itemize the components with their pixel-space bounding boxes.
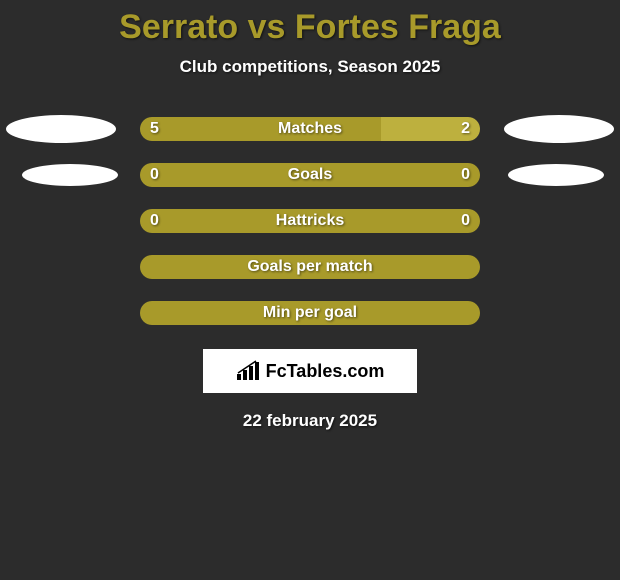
stat-bar: 0 Hattricks 0: [140, 209, 480, 233]
stat-value-right: 2: [461, 120, 470, 138]
bar-left-segment: [140, 117, 381, 141]
chart-bars-icon: [236, 360, 262, 382]
stat-value-left: 0: [150, 166, 159, 184]
player-left-oval: [6, 115, 116, 143]
date-label: 22 february 2025: [243, 411, 377, 431]
stat-row-goals: 0 Goals 0: [0, 163, 620, 187]
comparison-chart: Serrato vs Fortes Fraga Club competition…: [0, 0, 620, 580]
stat-bar: Goals per match: [140, 255, 480, 279]
stat-label: Hattricks: [276, 212, 344, 230]
stat-rows: 5 Matches 2 0 Goals 0 0 Hattricks: [0, 117, 620, 325]
stat-value-left: 5: [150, 120, 159, 138]
stat-value-right: 0: [461, 212, 470, 230]
stat-value-right: 0: [461, 166, 470, 184]
stat-label: Goals: [288, 166, 332, 184]
player-left-oval-small: [22, 164, 118, 186]
stat-row-min-per-goal: Min per goal: [0, 301, 620, 325]
stat-bar: 5 Matches 2: [140, 117, 480, 141]
stat-bar: Min per goal: [140, 301, 480, 325]
stat-bar: 0 Goals 0: [140, 163, 480, 187]
source-logo: FcTables.com: [203, 349, 417, 393]
stat-label: Goals per match: [247, 258, 372, 276]
stat-value-left: 0: [150, 212, 159, 230]
page-title: Serrato vs Fortes Fraga: [119, 8, 501, 47]
stat-row-goals-per-match: Goals per match: [0, 255, 620, 279]
page-subtitle: Club competitions, Season 2025: [180, 57, 441, 77]
stat-label: Min per goal: [263, 304, 357, 322]
player-right-oval: [504, 115, 614, 143]
stat-label: Matches: [278, 120, 342, 138]
stat-row-matches: 5 Matches 2: [0, 117, 620, 141]
logo-text: FcTables.com: [266, 361, 385, 382]
player-right-oval-small: [508, 164, 604, 186]
stat-row-hattricks: 0 Hattricks 0: [0, 209, 620, 233]
